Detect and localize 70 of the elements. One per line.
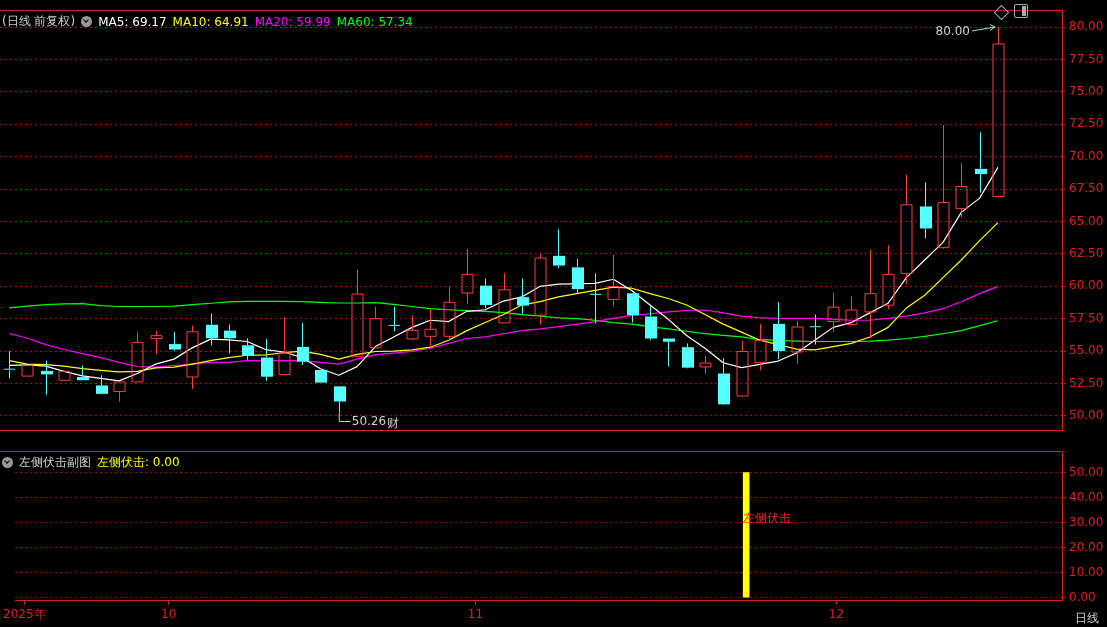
candlestick xyxy=(224,324,236,354)
text: MA20: 59.99 xyxy=(254,14,331,29)
candlestick xyxy=(809,314,822,346)
candlestick xyxy=(480,278,492,309)
candlestick xyxy=(150,330,163,355)
candlestick xyxy=(627,293,639,324)
text: 日线 xyxy=(1075,611,1099,626)
candlestick xyxy=(3,350,16,379)
candlestick xyxy=(553,228,565,269)
y-tick-label: 77.50 xyxy=(1069,51,1104,66)
y-tick-label: 20.00 xyxy=(1069,539,1104,554)
y-tick-label: 50.00 xyxy=(1069,408,1104,423)
candlestick xyxy=(517,278,529,315)
candlestick xyxy=(334,386,346,414)
candlestick xyxy=(920,181,932,239)
y-tick-label: 30.00 xyxy=(1069,514,1104,529)
y-tick-label: 65.00 xyxy=(1069,213,1104,228)
y-tick-label: 62.50 xyxy=(1069,246,1104,260)
candlestick xyxy=(992,26,1005,197)
chart-title: (日线 前复权) xyxy=(2,13,76,30)
text: MA60: 57.34 xyxy=(336,14,413,29)
y-tick-label: 55.00 xyxy=(1069,343,1104,358)
candlestick xyxy=(424,308,437,347)
candlestick xyxy=(773,301,785,360)
chart-title: 左侧伏击副图 xyxy=(19,454,91,471)
y-tick-label: 52.50 xyxy=(1069,375,1104,390)
candlestick xyxy=(975,131,987,194)
annotation: 财 xyxy=(386,415,399,430)
x-tick-label: 12 xyxy=(828,606,845,621)
candlestick xyxy=(589,272,602,324)
candlestick xyxy=(461,248,474,305)
x-tick-label: 10 xyxy=(161,606,177,621)
candlestick xyxy=(736,340,749,397)
y-tick-label: 67.50 xyxy=(1069,181,1104,196)
annotation: 左侧伏击 xyxy=(743,510,792,525)
x-tick-label: 11 xyxy=(467,606,484,621)
candlestick xyxy=(131,331,144,383)
y-tick-label: 57.50 xyxy=(1069,310,1104,325)
y-tick-label: 40.00 xyxy=(1069,489,1104,504)
candlestick xyxy=(242,337,254,361)
candlestick xyxy=(388,306,401,332)
candlestick xyxy=(206,313,218,347)
y-tick-label: 70.00 xyxy=(1069,148,1104,163)
y-tick-label: 72.50 xyxy=(1069,116,1104,131)
y-tick-label: 0.00 xyxy=(1069,589,1096,604)
candlestick xyxy=(77,364,89,381)
y-tick-label: 60.00 xyxy=(1069,278,1104,293)
text: 左侧伏击: 0.00 xyxy=(97,454,180,471)
y-tick-label: 50.00 xyxy=(1069,464,1104,479)
candlestick xyxy=(572,258,584,294)
candlestick xyxy=(534,253,547,326)
candlestick xyxy=(369,306,382,349)
candlestick xyxy=(645,306,657,341)
candlestick xyxy=(261,338,273,382)
candlestick xyxy=(96,374,108,394)
candlestick xyxy=(682,342,694,368)
annotation: 50.26 xyxy=(351,413,387,428)
candlestick xyxy=(845,295,858,325)
candlestick xyxy=(827,292,840,333)
candlestick xyxy=(297,322,309,366)
y-tick-label: 75.00 xyxy=(1069,83,1104,98)
candlestick xyxy=(169,331,181,352)
candlestick xyxy=(718,357,730,405)
text: MA10: 64.91 xyxy=(172,14,249,29)
y-tick-label: 10.00 xyxy=(1069,564,1104,579)
annotation: 80.00 xyxy=(935,24,970,39)
x-tick-label: 2025年 xyxy=(3,606,46,621)
y-tick-label: 80.00 xyxy=(1069,19,1104,34)
candlestick xyxy=(663,338,675,368)
text: MA5: 69.17 xyxy=(98,14,167,29)
